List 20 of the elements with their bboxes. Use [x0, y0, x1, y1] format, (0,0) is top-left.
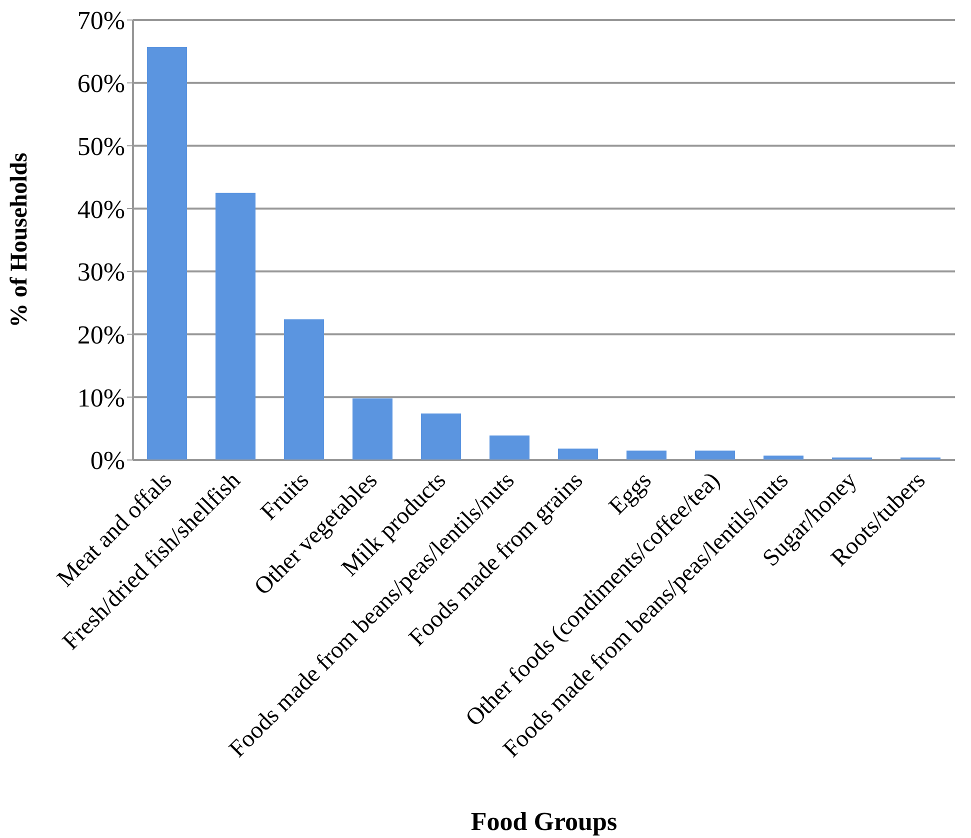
y-axis-title: % of Households [6, 152, 33, 328]
y-tick-label: 30% [77, 258, 125, 287]
bar [216, 192, 256, 460]
bar [695, 450, 735, 460]
y-tick-label: 20% [77, 320, 125, 350]
bar [421, 413, 461, 460]
y-tick-label: 70% [77, 6, 125, 36]
bar [558, 448, 598, 460]
bar [764, 456, 804, 460]
x-axis-title: Food Groups [470, 807, 618, 836]
bar [626, 450, 666, 460]
bar [284, 319, 324, 460]
y-tick-label: 40% [77, 194, 125, 224]
y-tick-label: 0% [90, 446, 125, 476]
bar [147, 47, 187, 460]
bar [490, 435, 530, 460]
y-tick-label: 50% [77, 132, 125, 161]
y-tick-label: 10% [77, 383, 125, 412]
bar [352, 398, 392, 460]
y-tick-label: 60% [77, 69, 125, 98]
